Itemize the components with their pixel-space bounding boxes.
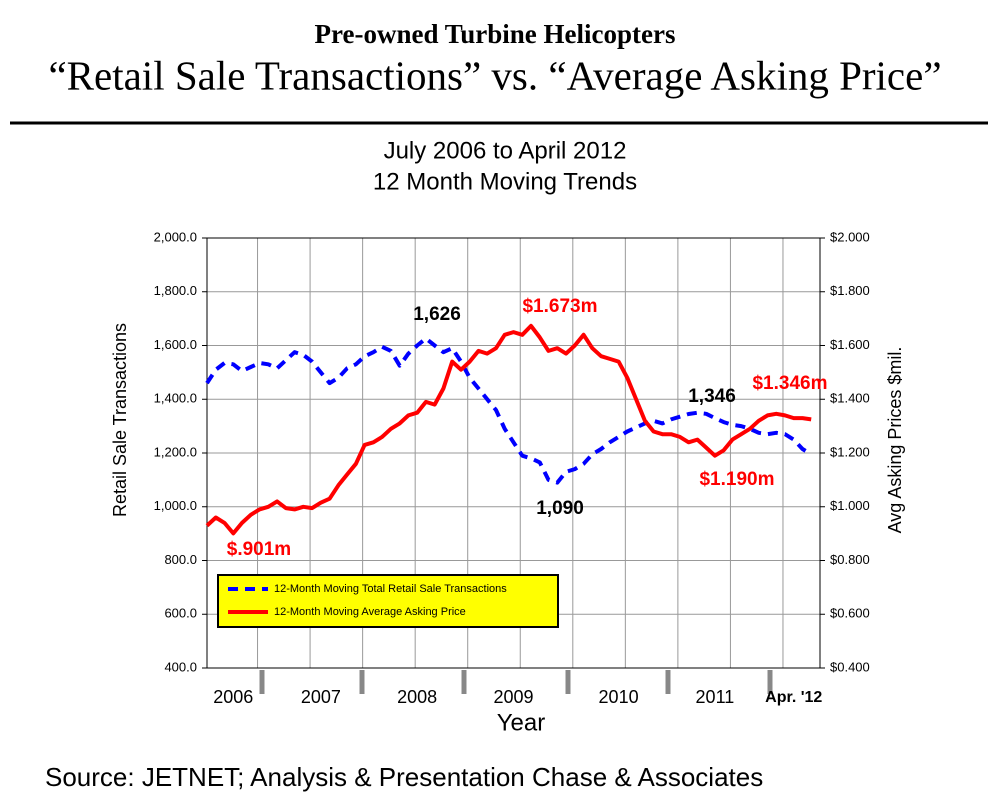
x-tick-label: 2009 [493,687,533,707]
x-tick-label: 2006 [213,687,253,707]
legend-label: 12-Month Moving Total Retail Sale Transa… [274,583,507,595]
annotation: $1.346m [752,373,827,394]
series-line [205,336,813,485]
x-tick-label: 2007 [301,687,341,707]
source: Source: JETNET; Analysis & Presentation … [45,762,763,792]
y-tick-label: 1,000.0 [154,498,197,513]
chart-subtitle: 12 Month Moving Trends [373,168,637,195]
plot-frame [206,237,821,669]
y2-tick-label: $0.800 [830,552,870,567]
y2-tick-label: $1.200 [830,444,870,459]
annotation: 1,346 [688,386,736,407]
series-line [205,323,812,536]
y2-tick-label: $1.600 [830,337,870,352]
y2-axis-label: Avg Asking Prices $mil. [885,347,905,534]
y2-tick-label: $1.400 [830,391,870,406]
x-tick-label: 2011 [696,687,735,707]
x-tick-label: 2010 [599,687,639,707]
y-axis-label: Retail Sale Transactions [110,323,130,517]
y-tick-label: 800.0 [164,552,197,567]
y-tick-label: 1,200.0 [154,444,197,459]
y-tick-label: 1,400.0 [154,391,197,406]
y2-tick-label: $0.400 [830,659,870,674]
legend-box [217,574,559,628]
legend-label: 12-Month Moving Average Asking Price [274,606,466,618]
y-tick-label: 2,000.0 [154,229,197,244]
page-subtitle: “Retail Sale Transactions” vs. “Average … [48,52,941,98]
annotation: 1,090 [536,498,584,519]
x-tick-label: Apr. '12 [765,689,822,706]
y2-tick-label: $1.800 [830,283,870,298]
y-tick-label: 1,800.0 [154,283,197,298]
y2-tick-label: $2.000 [830,229,870,244]
annotation: $.901m [227,539,291,560]
y-tick-label: 400.0 [164,659,197,674]
x-axis-label: Year [497,709,546,736]
page-title: Pre-owned Turbine Helicopters [315,19,676,49]
x-tick-label: 2008 [397,687,437,707]
annotation: $1.190m [699,469,774,490]
y-tick-label: 600.0 [164,606,197,621]
chart-title: July 2006 to April 2012 [384,137,627,164]
y-tick-label: 1,600.0 [154,337,197,352]
annotation: $1.673m [522,296,597,317]
y2-tick-label: $1.000 [830,498,870,513]
y2-tick-label: $0.600 [830,606,870,621]
annotation: 1,626 [413,304,461,325]
